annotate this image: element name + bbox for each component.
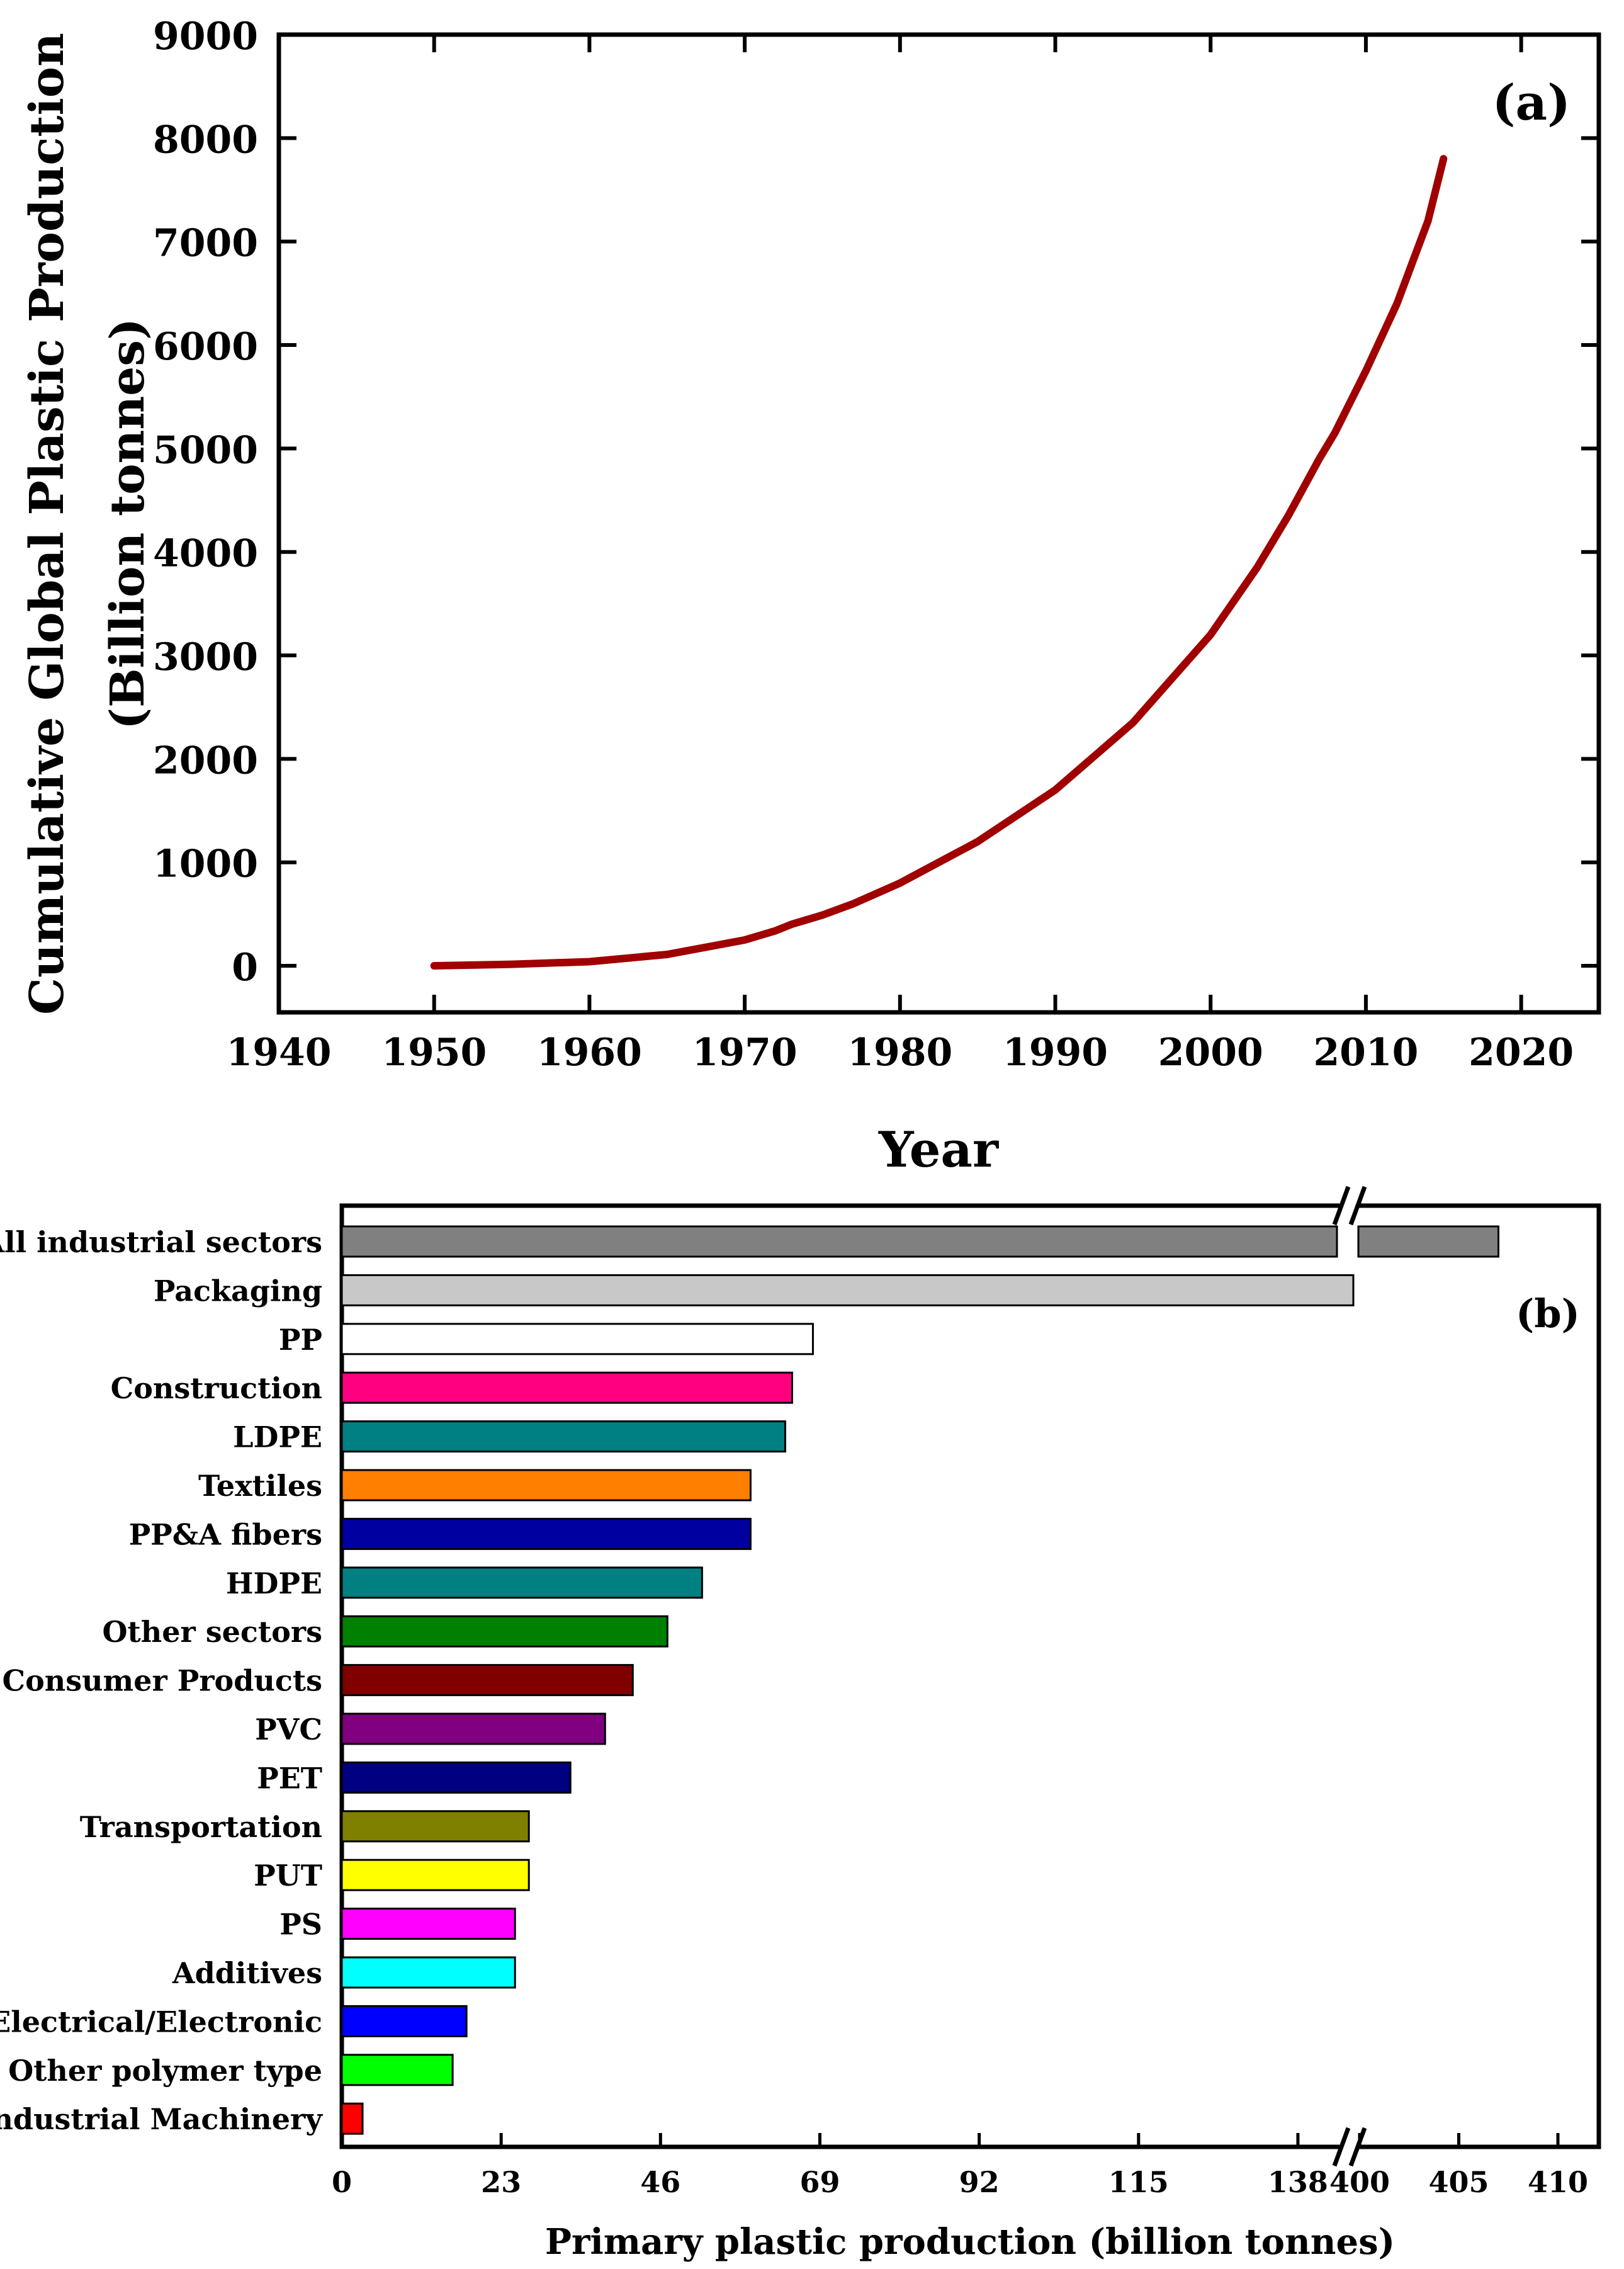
bars-b [341, 1225, 1499, 2135]
y-tick-label: 5000 [153, 428, 258, 472]
x-axis-a: 1940 1950 1960 1970 1980 1990 2000 2010 2020 [227, 35, 1574, 1075]
category-label: All industrial sectors [0, 1225, 322, 1259]
bar [341, 1371, 793, 1404]
x-tick-label: 2010 [1313, 1031, 1418, 1075]
cumulative-production-line [430, 155, 1448, 970]
y-tick-label: 6000 [153, 325, 258, 369]
y-tick-label: 1000 [153, 842, 258, 886]
category-label: Construction [111, 1371, 322, 1405]
bar [341, 1908, 516, 1940]
category-labels-b: All industrial sectors Packaging PP Constru… [0, 1225, 323, 2136]
x-tick-label: 1980 [847, 1031, 952, 1075]
bar [341, 1469, 752, 1502]
y-tick-label: 3000 [153, 635, 258, 679]
bar [341, 2102, 364, 2135]
bar [341, 1225, 1338, 1258]
category-label: PVC [255, 1712, 322, 1746]
x-tick-label: 138 [1268, 2165, 1328, 2199]
y-tick-label: 0 [232, 946, 258, 990]
axis-break-slash [1348, 1185, 1367, 1226]
category-label: PS [279, 1908, 322, 1942]
bar [341, 1761, 572, 1794]
x-tick-label: 46 [640, 2165, 680, 2199]
y-axis-a: 0 1000 2000 3000 4000 5000 6000 7000 8000 9000 [153, 14, 1599, 990]
bar [341, 1615, 668, 1648]
x-tick-label: 405 [1428, 2165, 1489, 2199]
x-axis-title-a: Year [878, 1121, 999, 1179]
x-tick-label: 115 [1108, 2165, 1169, 2199]
y-tick-label: 9000 [153, 14, 258, 59]
category-label: PET [257, 1761, 322, 1795]
category-label: PP&A fibers [129, 1517, 322, 1551]
panel-label-b: (b) [1516, 1291, 1580, 1337]
bar [341, 1712, 606, 1745]
category-label: PUT [254, 1859, 322, 1893]
bar [341, 1956, 516, 1989]
bar [341, 1274, 1355, 1306]
bar-chart-panel-b: All industrial sectors Packaging PP Constru… [0, 1185, 1601, 2263]
y-tick-label: 2000 [153, 738, 258, 783]
category-label: Industrial Machinery [0, 2102, 323, 2136]
panel-label-a: (a) [1492, 74, 1570, 132]
axis-break-slash [1332, 1185, 1351, 1226]
x-tick-label: 1970 [692, 1031, 798, 1075]
bar [341, 1566, 703, 1599]
x-tick-label: 1950 [381, 1031, 487, 1075]
x-tick-label: 2000 [1158, 1031, 1263, 1075]
bar [341, 2005, 468, 2037]
axis-break-slash [1332, 2127, 1351, 2167]
x-axis-b: 0 23 46 69 92 115 138 400 405 410 [332, 2133, 1588, 2199]
category-label: HDPE [226, 1566, 322, 1600]
category-label: Other sectors [102, 1615, 322, 1649]
category-label: Packaging [154, 1274, 322, 1308]
x-tick-label: 410 [1528, 2165, 1588, 2199]
y-axis-title-a-line2: (Billion tonnes) [101, 318, 155, 730]
x-tick-label: 400 [1329, 2165, 1390, 2199]
x-axis-title-b: Primary plastic production (billion tonn… [545, 2221, 1395, 2263]
category-label: Other polymer type [8, 2054, 322, 2088]
category-label: Transportation [80, 1810, 322, 1844]
category-label: Consumer Products [2, 1664, 322, 1698]
x-tick-label: 1990 [1003, 1031, 1108, 1075]
axis-break-slash [1348, 2127, 1367, 2167]
category-label: LDPE [233, 1420, 322, 1454]
y-tick-label: 4000 [153, 532, 258, 576]
bar [341, 1810, 530, 1843]
y-tick-label: 8000 [153, 118, 258, 162]
x-tick-label: 92 [959, 2165, 1000, 2199]
x-tick-label: 23 [481, 2165, 521, 2199]
y-tick-label: 7000 [153, 222, 258, 266]
bar [341, 1517, 752, 1550]
bar [341, 1323, 814, 1355]
category-label: Electrical/Electronic [0, 2005, 322, 2039]
plot-frame-a [276, 32, 1601, 1015]
bar [341, 1859, 530, 1891]
bar [341, 2054, 454, 2086]
bar [341, 1664, 634, 1697]
x-tick-label: 1940 [227, 1031, 332, 1075]
bar [341, 1420, 786, 1453]
category-label: PP [279, 1323, 322, 1357]
x-tick-label: 69 [799, 2165, 840, 2199]
y-axis-title-a-line1: Cumulative Global Plastic Production [20, 33, 74, 1015]
category-label: Additives [172, 1956, 322, 1990]
x-tick-label: 0 [332, 2165, 352, 2199]
x-tick-label: 1960 [537, 1031, 642, 1075]
line-chart-panel-a: 0 1000 2000 3000 4000 5000 6000 7000 8000 9000 19… [20, 14, 1601, 1179]
bar-continuation [1357, 1225, 1499, 1258]
x-tick-label: 2020 [1469, 1031, 1574, 1075]
axis-break-marks [1332, 1185, 1367, 2167]
category-label: Textiles [198, 1469, 322, 1503]
